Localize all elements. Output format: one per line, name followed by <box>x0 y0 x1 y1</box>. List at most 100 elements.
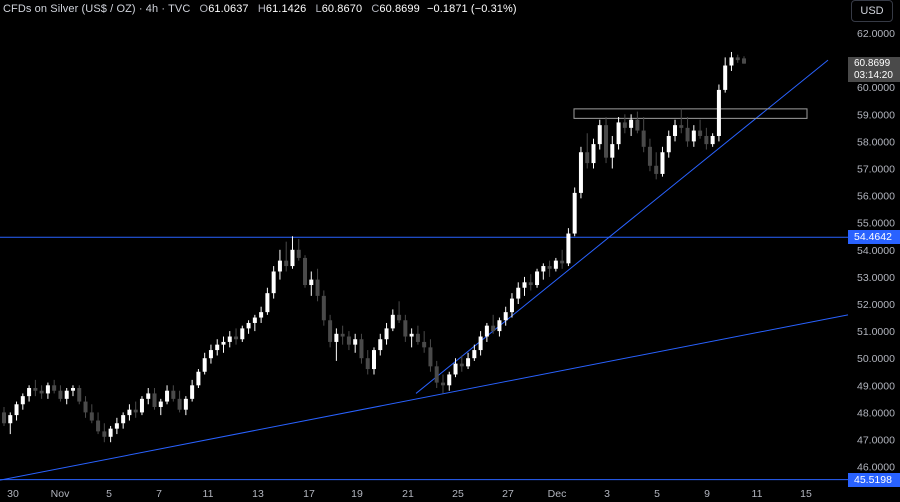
candle-body <box>472 350 477 359</box>
candle-body <box>666 135 671 153</box>
x-tick-label: 27 <box>502 488 514 500</box>
candle-body <box>422 341 427 348</box>
candle-body <box>723 65 728 90</box>
currency-button[interactable]: USD <box>851 0 893 22</box>
candle-body <box>484 325 489 337</box>
x-tick-label: 11 <box>752 488 763 500</box>
candle-body <box>33 388 38 391</box>
high-label: H <box>257 3 266 15</box>
candle-body <box>89 412 94 421</box>
candle-body <box>127 409 132 416</box>
candle-body <box>541 266 546 272</box>
candle-body <box>453 363 458 375</box>
candle-body <box>503 312 508 321</box>
x-tick-label: 5 <box>106 488 112 500</box>
candle-body <box>14 404 19 416</box>
candle-body <box>114 423 119 429</box>
candle-body <box>572 192 577 234</box>
change-value: −0.1871 (−0.31%) <box>427 3 517 15</box>
candle-body <box>428 347 433 367</box>
candle-body <box>547 266 552 269</box>
candle-body <box>560 260 565 264</box>
y-tick-label: 60.0000 <box>857 82 895 94</box>
candle-body <box>660 152 665 174</box>
candle-body <box>403 320 408 337</box>
last-price-value: 60.8699 <box>854 58 891 69</box>
candle-body <box>528 282 533 286</box>
candle-body <box>535 271 540 286</box>
trendline-long-term[interactable] <box>0 314 849 481</box>
x-tick-label: 15 <box>800 488 812 500</box>
trendline-short-term[interactable] <box>415 59 829 394</box>
candle-body <box>346 336 351 345</box>
x-tick-label: 17 <box>303 488 315 500</box>
candle-body <box>566 233 571 264</box>
y-tick-label: 53.0000 <box>857 272 895 284</box>
candle-body <box>384 328 389 340</box>
candle-body <box>215 344 220 351</box>
x-tick-label: 7 <box>156 488 162 500</box>
candle-body <box>277 260 282 272</box>
close-label: C <box>371 3 380 15</box>
candle-body <box>415 333 420 342</box>
candle-body <box>234 336 239 340</box>
candle-body <box>202 358 207 372</box>
symbol-title[interactable]: CFDs on Silver (US$ / OZ) · 4h · TVC <box>3 3 191 15</box>
level-price-tag: 54.4642 <box>848 230 900 245</box>
candle-body <box>252 317 257 323</box>
x-axis: 30 Nov 5 7 11 13 17 19 21 25 27 Dec 3 5 9 11 15 <box>7 488 812 500</box>
x-tick-label: 21 <box>402 488 414 500</box>
candle-body <box>108 428 113 437</box>
candle-body <box>578 152 583 193</box>
candle-body <box>459 363 464 367</box>
x-tick-label: 9 <box>704 488 710 500</box>
x-tick-label: 30 <box>7 488 19 500</box>
candle-body <box>434 366 439 383</box>
y-tick-label: 48.0000 <box>857 407 895 419</box>
candle-body <box>604 125 609 158</box>
candle-body <box>440 382 445 386</box>
candle-body <box>102 431 107 437</box>
candle-body <box>716 89 721 136</box>
y-axis: 62.000061.000060.000059.000058.000057.00… <box>857 28 895 474</box>
candle-body <box>27 388 32 397</box>
y-tick-label: 56.0000 <box>857 191 895 203</box>
candle-body <box>259 312 264 318</box>
candle-body <box>77 388 82 402</box>
candle-body <box>629 119 634 128</box>
candle-body <box>2 412 6 424</box>
candle-body <box>466 358 471 367</box>
candle-body <box>597 125 602 145</box>
candle-body <box>8 415 13 424</box>
candle-body <box>704 135 709 145</box>
candle-body <box>478 336 483 351</box>
candle-body <box>334 333 339 342</box>
candle-body <box>673 125 678 136</box>
candle-body <box>328 320 333 342</box>
candle-body <box>359 339 364 359</box>
candle-body <box>635 119 640 131</box>
candle-body <box>83 401 88 413</box>
candle-body <box>729 57 734 66</box>
candle-body <box>378 339 383 351</box>
candle-body <box>208 350 213 359</box>
candle-body <box>691 130 696 142</box>
candle-body <box>39 390 44 394</box>
x-tick-label: 19 <box>351 488 363 500</box>
candle-body <box>296 249 301 258</box>
candle-body <box>742 58 746 64</box>
y-tick-label: 58.0000 <box>857 136 895 148</box>
candle-body <box>497 320 502 332</box>
candle-body <box>190 385 195 399</box>
candle-body <box>165 390 170 402</box>
candle-body <box>622 122 627 128</box>
candle-body <box>509 298 514 313</box>
resistance-zone-box[interactable] <box>573 108 808 119</box>
low-label: L <box>315 3 322 15</box>
candle-body <box>183 398 188 410</box>
x-tick-label: 13 <box>252 488 264 500</box>
x-tick-label: Nov <box>51 488 70 500</box>
y-tick-label: 46.0000 <box>857 462 895 474</box>
candle-body <box>610 144 615 158</box>
